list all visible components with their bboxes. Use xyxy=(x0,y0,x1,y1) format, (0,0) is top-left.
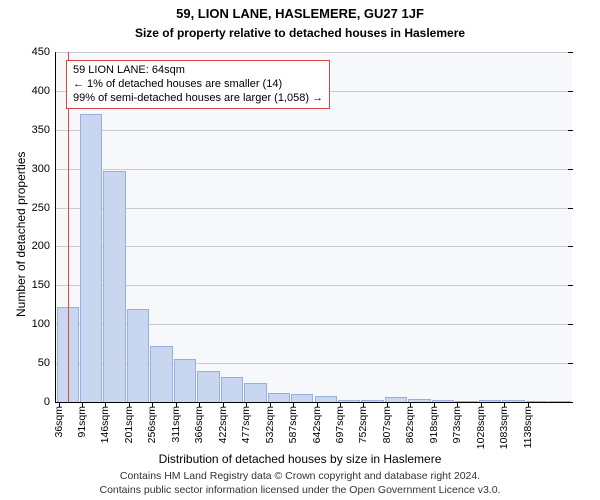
y-tick-label: 100 xyxy=(32,318,56,330)
y-tick-label: 400 xyxy=(32,85,56,97)
bar xyxy=(103,171,125,402)
y-tick-label: 200 xyxy=(32,240,56,252)
gridline xyxy=(56,52,572,53)
chart-container: { "chart": { "type": "histogram", "title… xyxy=(0,0,600,500)
bar xyxy=(244,383,266,402)
annotation-line3: 99% of semi-detached houses are larger (… xyxy=(73,92,323,106)
y-tick-label: 150 xyxy=(32,279,56,291)
footer-line1: Contains HM Land Registry data © Crown c… xyxy=(0,470,600,484)
y-tick-label: 250 xyxy=(32,202,56,214)
x-tick-label: 697sqm xyxy=(334,402,346,443)
gridline xyxy=(56,169,572,170)
x-tick-label: 918sqm xyxy=(428,402,440,443)
x-tick-label: 366sqm xyxy=(193,402,205,443)
x-tick-label: 973sqm xyxy=(451,402,463,443)
x-tick-label: 862sqm xyxy=(404,402,416,443)
chart-subtitle: Size of property relative to detached ho… xyxy=(0,26,600,40)
x-tick-label: 1138sqm xyxy=(522,402,534,448)
y-tick-label: 50 xyxy=(38,357,56,369)
bar xyxy=(197,371,219,402)
gridline xyxy=(56,130,572,131)
y-tick-label: 300 xyxy=(32,163,56,175)
x-tick-label: 422sqm xyxy=(217,402,229,443)
x-tick-label: 91sqm xyxy=(76,402,88,438)
chart-title: 59, LION LANE, HASLEMERE, GU27 1JF xyxy=(0,6,600,21)
bar xyxy=(150,346,172,402)
y-tick-label: 450 xyxy=(32,46,56,58)
x-tick-label: 477sqm xyxy=(240,402,252,443)
x-tick-label: 201sqm xyxy=(123,402,135,443)
plot-area: 59 LION LANE: 64sqm ← 1% of detached hou… xyxy=(56,52,572,402)
annotation-line2: ← 1% of detached houses are smaller (14) xyxy=(73,78,323,92)
x-tick-label: 642sqm xyxy=(311,402,323,443)
gridline xyxy=(56,285,572,286)
annotation-line1: 59 LION LANE: 64sqm xyxy=(73,64,323,78)
gridline xyxy=(56,246,572,247)
x-tick-label: 587sqm xyxy=(287,402,299,443)
bar xyxy=(80,114,102,402)
gridline xyxy=(56,208,572,209)
x-tick-label: 256sqm xyxy=(146,402,158,443)
bar xyxy=(127,309,149,402)
y-tick-label: 350 xyxy=(32,124,56,136)
footer-line2: Contains public sector information licen… xyxy=(0,484,600,498)
x-tick-label: 532sqm xyxy=(264,402,276,443)
x-tick-label: 1028sqm xyxy=(475,402,487,449)
x-axis-label: Distribution of detached houses by size … xyxy=(0,452,600,466)
x-tick-label: 752sqm xyxy=(357,402,369,443)
x-tick-label: 36sqm xyxy=(53,402,65,438)
bar xyxy=(174,359,196,402)
footer: Contains HM Land Registry data © Crown c… xyxy=(0,470,600,497)
bar xyxy=(291,394,313,402)
x-tick-label: 311sqm xyxy=(170,402,182,443)
bar xyxy=(221,377,243,402)
bar xyxy=(268,393,290,402)
x-tick-label: 807sqm xyxy=(381,402,393,443)
x-tick-label: 1083sqm xyxy=(498,402,510,449)
y-axis-label: Number of detached properties xyxy=(14,152,28,317)
x-tick-label: 146sqm xyxy=(99,402,111,443)
annotation-box: 59 LION LANE: 64sqm ← 1% of detached hou… xyxy=(66,60,330,109)
